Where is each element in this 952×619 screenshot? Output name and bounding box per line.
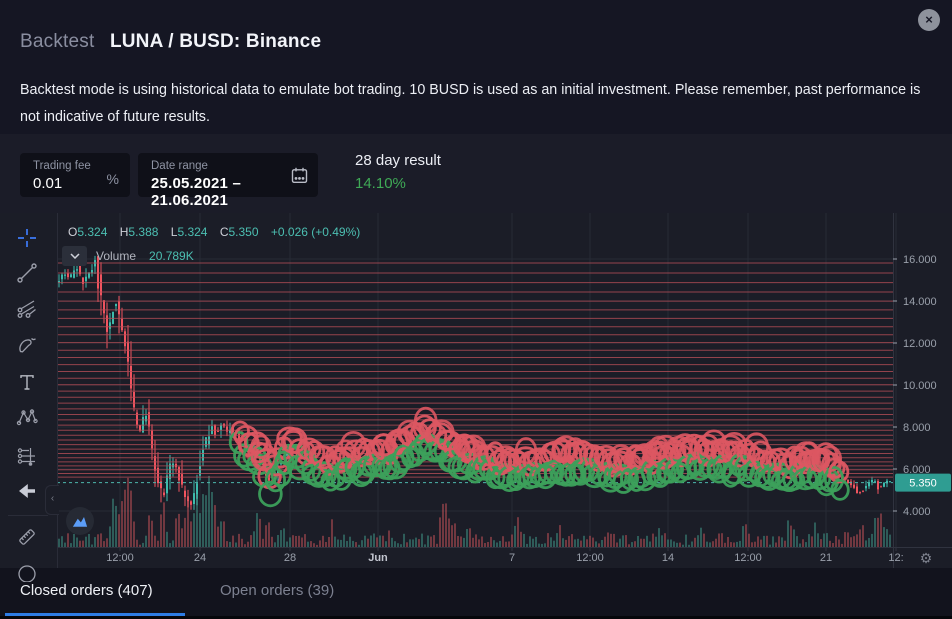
- calendar-icon[interactable]: [290, 166, 309, 185]
- svg-text:12.000: 12.000: [903, 338, 937, 350]
- svg-text:24: 24: [194, 552, 206, 564]
- back-arrow-icon[interactable]: [15, 479, 39, 503]
- legend-dropdown-button[interactable]: [62, 246, 87, 266]
- svg-text:12:00: 12:00: [734, 552, 762, 564]
- result-value: 14.10%: [355, 175, 406, 192]
- title-pair: LUNA / BUSD: Binance: [109, 31, 322, 52]
- title-prefix: Backtest: [20, 31, 95, 52]
- text-tool-icon[interactable]: [15, 370, 39, 394]
- svg-text:12:: 12:: [888, 552, 903, 564]
- brush-icon[interactable]: [15, 333, 39, 357]
- ruler-icon[interactable]: [15, 525, 39, 549]
- trend-line-icon[interactable]: [15, 261, 39, 285]
- svg-text:12:00: 12:00: [106, 552, 134, 564]
- svg-text:5.350: 5.350: [909, 478, 937, 490]
- svg-text:28: 28: [284, 552, 296, 564]
- forecast-icon[interactable]: [15, 444, 39, 468]
- svg-text:21: 21: [820, 552, 832, 564]
- svg-text:16.000: 16.000: [903, 254, 937, 266]
- chevron-down-icon: [69, 253, 80, 259]
- trading-fee-unit: %: [106, 171, 119, 187]
- trading-fee-field[interactable]: Trading fee 0.01 %: [20, 153, 130, 197]
- trading-fee-label: Trading fee: [33, 160, 91, 172]
- orders-table-top: [0, 616, 952, 619]
- svg-text:12:00: 12:00: [576, 552, 604, 564]
- tab-open-orders[interactable]: Open orders (39): [220, 582, 335, 599]
- toolbar-collapse-handle[interactable]: ‹: [45, 485, 59, 515]
- svg-text:14.000: 14.000: [903, 296, 937, 308]
- volume-legend: Volume 20.789K: [62, 246, 194, 266]
- chart-section: 16.000 14.000 12.000 10.000 8.000 6.000 4.000 1…: [0, 213, 952, 582]
- volume-label: Volume: [96, 249, 137, 263]
- trading-fee-input[interactable]: 0.01: [33, 175, 63, 192]
- orders-tabbar: Closed orders (407) Open orders (39): [0, 568, 952, 619]
- page-title: Backtest LUNA / BUSD: Binance: [20, 31, 321, 53]
- close-button[interactable]: ×: [918, 9, 940, 31]
- svg-text:14: 14: [662, 552, 674, 564]
- magnifier-icon[interactable]: [15, 558, 39, 582]
- result-block: 28 day result 14.10%: [355, 152, 441, 192]
- tradingview-mountain-icon: [72, 517, 88, 527]
- date-range-label: Date range: [151, 160, 208, 172]
- ohlc-change: +0.026 (+0.49%): [270, 225, 361, 239]
- chart-canvas[interactable]: 16.000 14.000 12.000 10.000 8.000 6.000 4.000 1…: [0, 213, 952, 568]
- tab-closed-orders[interactable]: Closed orders (407): [20, 582, 153, 599]
- crosshair-icon[interactable]: [15, 226, 39, 250]
- svg-text:8.000: 8.000: [903, 422, 931, 434]
- axis-settings-gear-icon[interactable]: ⚙: [919, 550, 933, 566]
- active-tab-underline: [5, 613, 185, 616]
- ohlc-legend: O5.324 H5.388 L5.324 C5.350 +0.026 (+0.4…: [68, 225, 361, 239]
- result-label: 28 day result: [355, 152, 441, 169]
- fib-retracement-icon[interactable]: [15, 296, 39, 320]
- svg-text:10.000: 10.000: [903, 380, 937, 392]
- xabcd-pattern-icon[interactable]: [15, 406, 39, 430]
- tradingview-logo-button[interactable]: [66, 507, 94, 535]
- date-range-field[interactable]: Date range 25.05.2021 – 21.06.2021: [138, 153, 318, 209]
- svg-text:7: 7: [509, 552, 515, 564]
- volume-value: 20.789K: [149, 249, 194, 263]
- date-range-value[interactable]: 25.05.2021 – 21.06.2021: [151, 175, 241, 209]
- close-icon: ×: [925, 12, 933, 27]
- controls-band: Trading fee 0.01 % Date range 25.05.2021…: [0, 134, 952, 213]
- svg-text:6.000: 6.000: [903, 464, 931, 476]
- svg-text:Jun: Jun: [368, 552, 388, 564]
- backtest-description: Backtest mode is using historical data t…: [20, 82, 921, 125]
- collapse-chevron-icon: ‹: [50, 493, 55, 504]
- toolbar-divider: [8, 515, 48, 516]
- svg-text:4.000: 4.000: [903, 506, 931, 518]
- modal-header: Backtest LUNA / BUSD: Binance × Backtest…: [0, 0, 952, 134]
